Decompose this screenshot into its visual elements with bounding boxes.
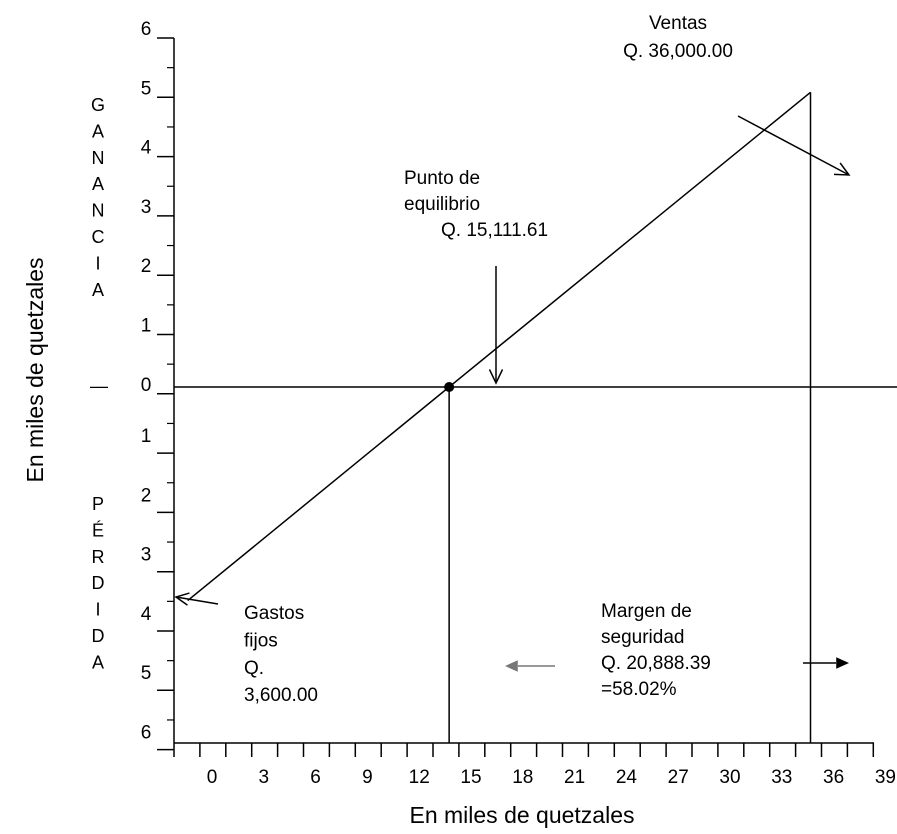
side-letter-perdida: P	[92, 494, 104, 514]
y-ticks	[157, 37, 174, 751]
y-tick-label: 1	[141, 316, 152, 337]
x-tick-label: 30	[719, 767, 740, 788]
ventas-amount: Q. 36,000.00	[623, 41, 733, 62]
gastos-arrow-shaft	[175, 596, 219, 605]
y-tick-label: 3	[141, 545, 152, 566]
side-separator: —	[90, 376, 108, 396]
margen-label: seguridad	[601, 627, 684, 648]
y-tick-label: 6	[141, 19, 152, 40]
side-letter-ganancia: N	[92, 148, 105, 168]
x-tick-label: 27	[668, 767, 689, 788]
side-letter-ganancia: N	[92, 201, 105, 221]
break-even-point	[444, 382, 455, 392]
margen-percent: =58.02%	[601, 679, 677, 700]
ventas-label: Ventas	[649, 13, 707, 34]
side-letter-ganancia: A	[92, 280, 104, 300]
x-tick-label: 3	[259, 767, 270, 788]
x-tick-label: 36	[823, 767, 844, 788]
x-tick-label: 0	[207, 767, 218, 788]
side-letter-ganancia: I	[95, 253, 100, 273]
side-letter-perdida: A	[92, 652, 104, 672]
x-tick-label: 21	[564, 767, 585, 788]
side-letter-perdida: É	[92, 520, 104, 540]
x-tick-label: 18	[512, 767, 533, 788]
gastos-label: Q.	[244, 658, 264, 679]
x-tick-label: 39	[875, 767, 896, 788]
series-layer	[187, 91, 812, 743]
y-tick-label: 3	[141, 197, 152, 218]
gastos-arrow-head	[174, 592, 190, 606]
x-ticks	[173, 743, 875, 757]
y-tick-label: 2	[141, 485, 152, 506]
y-tick-label: 4	[141, 138, 152, 159]
side-letter-perdida: I	[95, 600, 100, 620]
x-tick-label: 33	[771, 767, 792, 788]
punto-amount: Q. 15,111.61	[441, 220, 548, 241]
margen-arrow-right-head	[836, 657, 849, 669]
y-tick-label: 6	[141, 723, 152, 744]
side-letter-ganancia: G	[91, 95, 105, 115]
y-tick-label: 2	[141, 256, 152, 277]
margen-arrow-left-head	[505, 660, 518, 672]
x-tick-label: 15	[460, 767, 481, 788]
side-letter-ganancia: A	[92, 121, 104, 141]
y-tick-label: 4	[141, 604, 152, 625]
x-axis-title: En miles de quetzales	[409, 802, 634, 828]
ventas-arrow-head	[833, 162, 851, 176]
y-tick-label: 5	[141, 78, 152, 99]
annotations: Ventas Q. 36,000.00 Punto de equilibrio Q. 1…	[174, 13, 851, 706]
margen-label: Margen de	[601, 601, 692, 622]
punto-label: equilibrio	[404, 194, 480, 215]
axes	[173, 38, 897, 744]
y-tick-label: 1	[141, 426, 152, 447]
ventas-arrow-shaft	[737, 115, 850, 176]
x-tick-label: 9	[362, 767, 373, 788]
gastos-amount: 3,600.00	[244, 685, 318, 706]
punto-arrow-head	[488, 369, 504, 385]
x-tick-labels: 0 3 6 9 12 15 18 21 24 27 30 33 36 39	[207, 767, 896, 788]
sales-line	[187, 91, 811, 602]
gastos-label: Gastos	[244, 603, 304, 624]
side-letter-ganancia: C	[92, 227, 105, 247]
margen-amount: Q. 20,888.39	[601, 653, 711, 674]
gastos-label: fijos	[244, 631, 278, 652]
side-letter-perdida: R	[92, 547, 105, 567]
y-tick-label: 5	[141, 663, 152, 684]
side-letter-perdida: D	[92, 573, 105, 593]
punto-label: Punto de	[404, 168, 480, 189]
side-letter-ganancia: A	[92, 174, 104, 194]
x-tick-label: 24	[616, 767, 638, 788]
side-letter-perdida: D	[92, 626, 105, 646]
x-tick-label: 12	[409, 767, 430, 788]
y-tick-labels: 6 5 4 3 2 1 0 1 2 3 4 5 6	[141, 19, 152, 744]
x-tick-label: 6	[310, 767, 321, 788]
y-axis-title: En miles de quetzales	[22, 257, 48, 482]
y-tick-label: 0	[141, 375, 152, 396]
